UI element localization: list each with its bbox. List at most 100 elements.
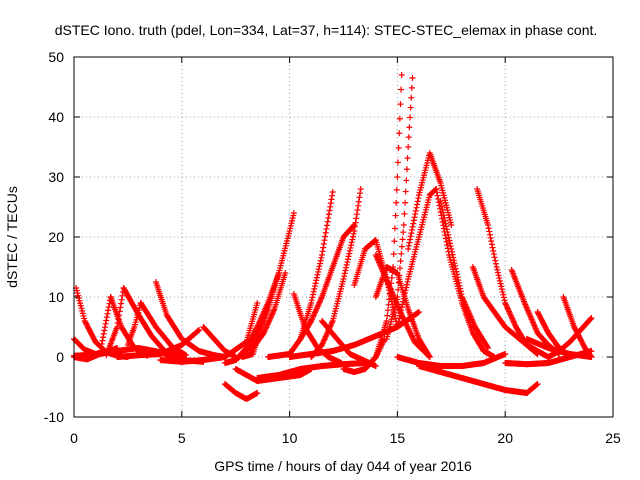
data-point: [501, 297, 508, 304]
data-point: [407, 236, 414, 243]
data-point: [100, 330, 107, 337]
data-point: [402, 320, 409, 327]
data-point: [350, 233, 357, 240]
data-point: [345, 253, 352, 260]
data-point: [311, 283, 318, 290]
data-point: [115, 316, 122, 323]
data-point: [347, 244, 354, 251]
data-point: [403, 321, 410, 328]
data-point: [448, 248, 455, 255]
series-16: [239, 315, 267, 360]
series-33: [394, 186, 440, 330]
data-point: [196, 327, 203, 333]
data-point: [433, 189, 440, 196]
data-point: [395, 321, 402, 328]
data-point: [410, 336, 417, 343]
data-point: [105, 307, 112, 314]
data-point: [325, 211, 332, 218]
data-point: [354, 207, 361, 213]
data-point: [343, 261, 350, 268]
data-point: [409, 75, 416, 81]
data-point: [447, 240, 454, 247]
data-point: [407, 114, 414, 121]
data-point: [497, 280, 504, 287]
x-tick-label: 20: [497, 430, 513, 446]
data-point: [386, 296, 393, 303]
data-point: [340, 276, 347, 282]
data-point: [393, 199, 400, 206]
data-point: [103, 317, 110, 324]
data-point: [393, 186, 400, 193]
data-point: [412, 207, 419, 214]
data-point: [183, 352, 190, 359]
data-point: [407, 329, 414, 336]
data-point: [398, 243, 405, 250]
data-point: [323, 226, 330, 233]
y-tick-label: 10: [48, 289, 64, 305]
data-point: [384, 312, 391, 319]
data-point: [404, 155, 411, 162]
data-point: [398, 72, 405, 78]
data-point: [408, 332, 415, 339]
data-point: [383, 318, 390, 324]
data-point: [353, 211, 360, 218]
data-point: [349, 236, 356, 243]
data-point: [454, 274, 461, 281]
data-point: [400, 222, 407, 228]
y-tick-label: 40: [48, 109, 64, 125]
data-point: [308, 300, 315, 306]
data-point: [343, 264, 350, 271]
data-point: [388, 274, 395, 281]
series-35: [437, 198, 491, 351]
data-point: [352, 219, 359, 226]
y-tick-label: 20: [48, 229, 64, 245]
series-45: [523, 336, 595, 360]
data-point: [441, 217, 448, 224]
data-point: [101, 327, 108, 334]
data-point: [452, 265, 459, 272]
data-point: [439, 206, 446, 213]
data-point: [445, 234, 452, 241]
data-point: [395, 279, 402, 286]
data-point: [398, 250, 405, 257]
data-point: [320, 244, 327, 251]
data-point: [384, 307, 391, 314]
data-point: [310, 291, 317, 298]
x-tick-label: 25: [605, 430, 621, 446]
data-point: [260, 315, 267, 321]
data-point: [405, 326, 412, 333]
data-point: [98, 340, 105, 347]
data-point: [441, 214, 448, 221]
data-point: [105, 304, 112, 311]
data-point: [405, 144, 412, 150]
data-point: [282, 270, 289, 276]
data-point: [356, 194, 363, 201]
data-point: [403, 166, 410, 173]
data-point: [398, 307, 405, 314]
data-point: [411, 214, 418, 221]
data-point: [313, 277, 320, 284]
data-point: [450, 257, 457, 264]
data-point: [397, 101, 404, 108]
data-point: [103, 314, 110, 321]
data-point: [338, 360, 345, 366]
x-tick-label: 5: [178, 430, 186, 446]
data-point: [351, 228, 358, 234]
data-point: [406, 124, 413, 131]
data-point: [490, 251, 497, 258]
chart-title: dSTEC Iono. truth (pdel, Lon=334, Lat=37…: [55, 22, 598, 38]
data-point: [311, 285, 318, 292]
data-point: [114, 324, 121, 330]
x-tick-label: 0: [70, 430, 78, 446]
data-point: [318, 252, 325, 258]
data-point: [329, 189, 336, 195]
data-point: [290, 210, 297, 216]
data-point: [408, 94, 415, 101]
y-tick-label: 50: [48, 49, 64, 65]
data-point: [496, 277, 503, 284]
data-point: [116, 312, 123, 319]
data-point: [433, 186, 440, 192]
data-point: [326, 207, 333, 214]
data-point: [426, 354, 433, 360]
